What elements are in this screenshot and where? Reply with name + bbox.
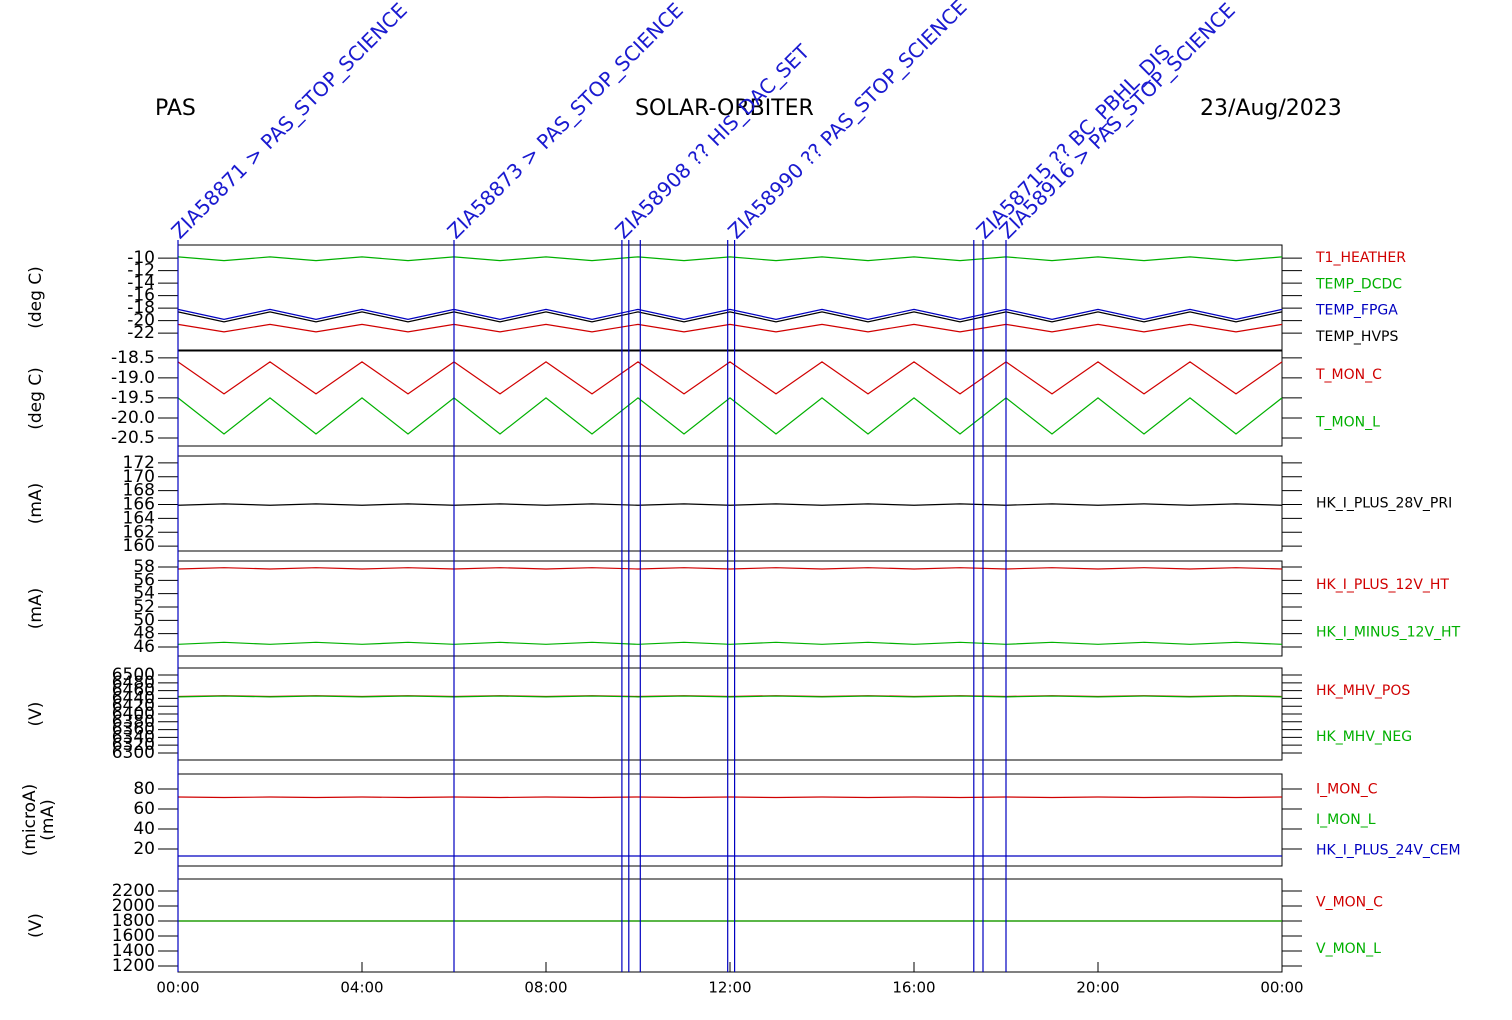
series-line [177, 796, 1283, 799]
legend-entry: HK_I_PLUS_24V_CEM [1316, 843, 1461, 859]
y-tick-label: 1200 [112, 956, 155, 976]
y-tick-label: 58 [133, 557, 155, 577]
y-tick-label: 166 [123, 495, 155, 515]
legend-entry: V_MON_L [1316, 941, 1381, 957]
y-tick-label: 52 [133, 597, 155, 617]
series-line [177, 503, 1283, 506]
y-tick-label: 6300 [112, 743, 155, 763]
y-tick-label: 6440 [112, 688, 155, 708]
legend-entry: V_MON_C [1316, 894, 1383, 910]
legend-entry: TEMP_DCDC [1315, 276, 1402, 292]
y-tick-label: 40 [133, 819, 155, 839]
series-line [177, 567, 1283, 570]
y-tick-label: 56 [133, 570, 155, 590]
y-axis-label: (deg C) [26, 367, 46, 430]
y-axis-label: (mA) [26, 588, 46, 629]
y-tick-label: 6360 [112, 720, 155, 740]
y-tick-label: -20 [127, 311, 155, 331]
y-tick-label: 160 [123, 536, 155, 556]
x-tick-label: 00:00 [156, 979, 199, 997]
legend-entry: HK_I_MINUS_12V_HT [1316, 624, 1461, 640]
y-tick-label: 48 [133, 624, 155, 644]
legend-entry: I_MON_C [1316, 781, 1378, 797]
y-tick-label: 6340 [112, 727, 155, 747]
header-left: PAS [155, 96, 196, 121]
series-line [177, 361, 1283, 395]
y-tick-label: 6420 [112, 696, 155, 716]
y-axis-label: (V) [26, 702, 46, 727]
x-tick-label: 20:00 [1076, 979, 1119, 997]
y-tick-label: 80 [133, 779, 155, 799]
y-tick-label: 164 [123, 508, 155, 528]
y-tick-label: 172 [123, 453, 155, 473]
y-tick-label: -22 [127, 323, 155, 343]
x-tick-label: 00:00 [1260, 979, 1303, 997]
y-tick-label: 168 [123, 481, 155, 501]
series-line [177, 323, 1283, 333]
y-tick-label: 50 [133, 610, 155, 630]
series-line [177, 397, 1283, 435]
legend-entry: T_MON_C [1315, 367, 1382, 383]
legend-entry: TEMP_FPGA [1315, 303, 1398, 319]
y-tick-label: 46 [133, 637, 155, 657]
y-tick-label: -18 [127, 298, 155, 318]
y-tick-label: 6480 [112, 673, 155, 693]
x-tick-label: 12:00 [708, 979, 751, 997]
legend-entry: HK_MHV_NEG [1316, 729, 1412, 745]
series-line [177, 695, 1283, 698]
y-tick-label: 6320 [112, 735, 155, 755]
y-tick-label: -10 [127, 248, 155, 268]
y-axis-label: (V) [26, 913, 46, 938]
y-tick-label: 2000 [112, 896, 155, 916]
y-tick-label: -14 [127, 273, 155, 293]
y-tick-label: 60 [133, 799, 155, 819]
y-axis-label: (mA) [38, 799, 58, 840]
legend-entry: HK_MHV_POS [1316, 683, 1410, 699]
series-line [177, 641, 1283, 645]
y-tick-label: 162 [123, 522, 155, 542]
legend-entry: HK_I_PLUS_12V_HT [1316, 577, 1449, 593]
y-axis-label: (mA) [26, 483, 46, 524]
x-tick-label: 04:00 [340, 979, 383, 997]
legend-entry: I_MON_L [1316, 812, 1376, 828]
y-tick-label: 6500 [112, 665, 155, 685]
y-tick-label: -20.0 [111, 408, 155, 428]
y-tick-label: -12 [127, 261, 155, 281]
y-tick-label: 54 [133, 584, 155, 604]
y-tick-label: 170 [123, 467, 155, 487]
y-tick-label: 2200 [112, 881, 155, 901]
y-axis-label: (deg C) [26, 266, 46, 329]
y-tick-label: -16 [127, 286, 155, 306]
legend-entry: T1_HEATHER [1315, 250, 1406, 266]
y-tick-label: -19.5 [111, 388, 155, 408]
y-tick-label: 1800 [112, 911, 155, 931]
x-tick-label: 08:00 [524, 979, 567, 997]
legend-entry: T_MON_L [1315, 414, 1380, 430]
y-tick-label: 6460 [112, 681, 155, 701]
y-tick-label: 1600 [112, 926, 155, 946]
legend-entry: HK_I_PLUS_28V_PRI [1316, 496, 1452, 512]
header-right: 23/Aug/2023 [1200, 96, 1342, 121]
header-center: SOLAR-ORBITER [635, 96, 814, 121]
x-tick-label: 16:00 [892, 979, 935, 997]
y-tick-label: 20 [133, 839, 155, 859]
series-line [177, 308, 1283, 320]
y-tick-label: 6380 [112, 712, 155, 732]
y-tick-label: 1400 [112, 941, 155, 961]
series-line [177, 256, 1283, 262]
legend-entry: TEMP_HVPS [1315, 329, 1398, 345]
y-tick-label: 6400 [112, 704, 155, 724]
series-line [177, 311, 1283, 323]
y-tick-label: -18.5 [111, 348, 155, 368]
y-tick-label: -19.0 [111, 368, 155, 388]
y-tick-label: -20.5 [111, 428, 155, 448]
y-axis-label: (microA) [20, 784, 40, 857]
